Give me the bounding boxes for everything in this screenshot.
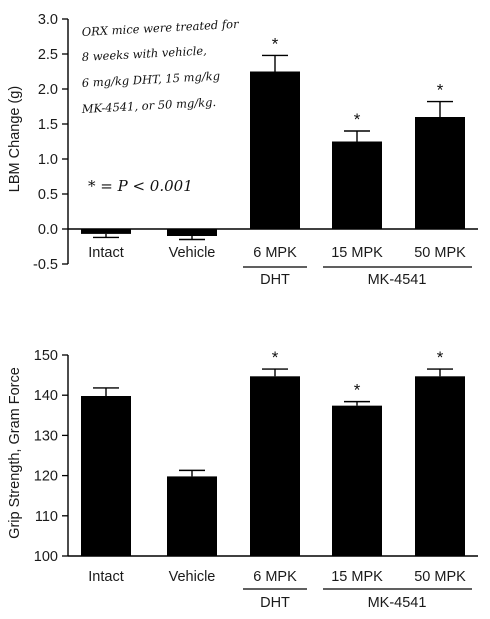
grip-category-label: Vehicle — [169, 569, 216, 585]
grip-category-label: 50 MPK — [414, 569, 466, 585]
grip-significance-star: * — [272, 348, 279, 367]
lbm-y-tick-label: 3.0 — [38, 12, 58, 28]
grip-bar-6-mpk — [250, 376, 300, 556]
lbm-category-label: Intact — [88, 245, 123, 261]
grip-significance-star: * — [354, 381, 361, 400]
lbm-y-tick-label: 2.0 — [38, 82, 58, 98]
grip-bar-vehicle — [167, 476, 217, 556]
grip-y-tick-label: 100 — [34, 549, 58, 565]
grip-category-label: Intact — [88, 569, 123, 585]
grip-category-label: 6 MPK — [253, 569, 297, 585]
lbm-bar-vehicle — [167, 229, 217, 236]
grip-significance-star: * — [437, 348, 444, 367]
grip-bar-intact — [81, 396, 131, 556]
lbm-y-tick-label: 2.5 — [38, 47, 58, 63]
lbm-category-label: 15 MPK — [331, 245, 383, 261]
grip-y-tick-label: 110 — [35, 509, 58, 525]
grip-y-tick-label: 130 — [34, 428, 58, 444]
grip-y-axis-title: Grip Strength, Gram Force — [7, 367, 23, 539]
lbm-y-tick-label: 1.5 — [38, 117, 58, 133]
significance-note: * = P < 0.001 — [88, 177, 193, 195]
treatment-note-line-4: MK-4541, or 50 mg/kg. — [80, 95, 216, 116]
lbm-bar-6-mpk — [250, 71, 300, 229]
grip-bar-50-mpk — [415, 376, 465, 556]
lbm-bar-50-mpk — [415, 117, 465, 229]
lbm-significance-star: * — [354, 110, 361, 129]
lbm-bar-15-mpk — [332, 141, 382, 229]
lbm-y-tick-label: 0.5 — [38, 187, 58, 203]
lbm-y-tick-label: 1.0 — [38, 152, 58, 168]
grip-y-tick-label: 150 — [34, 348, 58, 364]
lbm-y-tick-label: -0.5 — [33, 257, 58, 273]
lbm-category-label: 6 MPK — [253, 245, 297, 261]
lbm-mk4541-group-label: MK-4541 — [368, 272, 427, 288]
grip-category-label: 15 MPK — [331, 569, 383, 585]
grip-bar-15-mpk — [332, 405, 382, 556]
grip-dht-group-label: DHT — [260, 595, 290, 611]
lbm-significance-star: * — [437, 81, 444, 100]
lbm-category-label: 50 MPK — [414, 245, 466, 261]
treatment-note-line-1: ORX mice were treated for — [81, 17, 240, 39]
lbm-dht-group-label: DHT — [260, 272, 290, 288]
grip-strength-chart: Grip Strength, Gram Force 100 110 120 130 14… — [7, 348, 478, 611]
lbm-y-axis-title: LBM Change (g) — [7, 86, 23, 192]
treatment-note-line-2: 8 weeks with vehicle, — [81, 43, 207, 64]
lbm-chart: LBM Change (g) -0.5 0.0 0.5 1.0 1.5 2.0 2.5 3.0… — [7, 12, 478, 288]
lbm-y-tick-label: 0.0 — [38, 222, 58, 238]
treatment-note-line-3: 6 mg/kg DHT, 15 mg/kg — [81, 69, 220, 90]
lbm-bar-intact — [81, 229, 131, 234]
grip-mk4541-group-label: MK-4541 — [368, 595, 427, 611]
lbm-category-label: Vehicle — [169, 245, 216, 261]
lbm-significance-star: * — [272, 34, 279, 53]
grip-y-tick-label: 140 — [34, 388, 58, 404]
grip-y-tick-label: 120 — [34, 469, 58, 485]
